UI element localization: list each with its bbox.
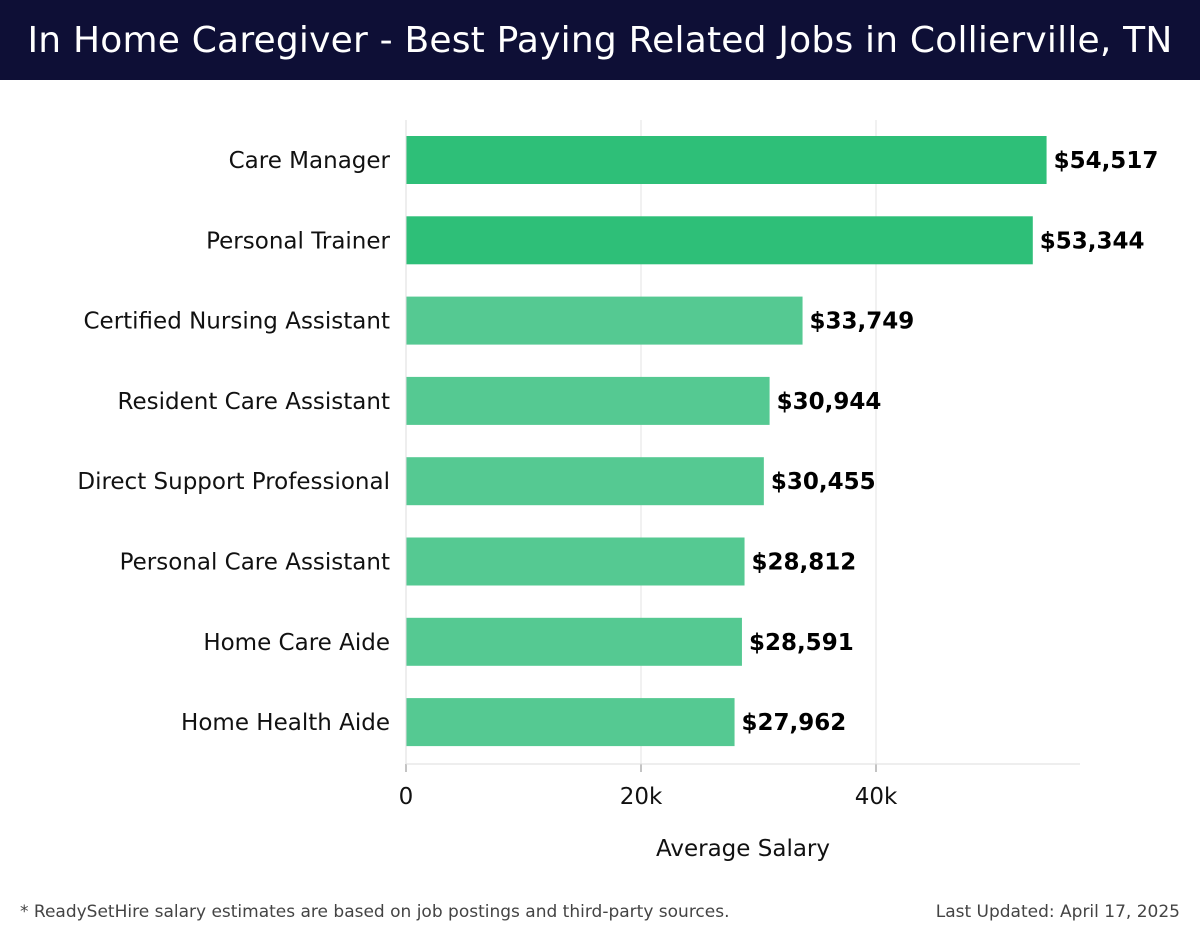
footnote: * ReadySetHire salary estimates are base… bbox=[20, 902, 730, 922]
category-label: Care Manager bbox=[229, 148, 391, 174]
x-axis-title: Average Salary bbox=[656, 836, 830, 862]
bar-1 bbox=[406, 136, 1047, 184]
bar-2 bbox=[406, 216, 1033, 265]
category-label: Certified Nursing Assistant bbox=[83, 309, 390, 335]
value-label: $53,344 bbox=[1040, 228, 1145, 254]
title-bar: In Home Caregiver - Best Paying Related … bbox=[0, 0, 1200, 80]
value-label: $33,749 bbox=[810, 309, 915, 335]
category-label: Resident Care Assistant bbox=[118, 389, 390, 415]
category-labels: Care Manager Personal Trainer Certified Nu… bbox=[77, 148, 390, 736]
bar-4 bbox=[406, 376, 770, 425]
value-label: $30,455 bbox=[771, 469, 876, 495]
value-label: $54,517 bbox=[1054, 148, 1159, 174]
salary-bar-chart: Care Manager Personal Trainer Certified Nu… bbox=[77, 120, 1159, 862]
x-axis: 0 20k 40k bbox=[399, 120, 1080, 810]
value-label: $28,812 bbox=[752, 550, 857, 576]
page-title: In Home Caregiver - Best Paying Related … bbox=[27, 19, 1173, 61]
bar-3 bbox=[406, 296, 803, 345]
bar-7 bbox=[406, 617, 742, 666]
value-label: $27,962 bbox=[742, 710, 847, 736]
value-label: $30,944 bbox=[777, 389, 882, 415]
last-updated: Last Updated: April 17, 2025 bbox=[935, 902, 1180, 922]
category-label: Personal Care Assistant bbox=[120, 550, 390, 576]
bar-8 bbox=[406, 698, 735, 747]
category-label: Home Care Aide bbox=[203, 630, 390, 656]
x-tick-label: 0 bbox=[399, 784, 414, 810]
value-label: $28,591 bbox=[749, 630, 854, 656]
category-label: Personal Trainer bbox=[206, 228, 390, 254]
x-tick-label: 40k bbox=[855, 784, 898, 810]
bar-5 bbox=[406, 457, 764, 506]
bars bbox=[406, 136, 1047, 747]
category-label: Home Health Aide bbox=[181, 710, 390, 736]
x-tick-label: 20k bbox=[620, 784, 663, 810]
category-label: Direct Support Professional bbox=[77, 469, 390, 495]
value-labels: $54,517 $53,344 $33,749 $30,944 $30,455 $28,8… bbox=[742, 148, 1159, 736]
bar-6 bbox=[406, 537, 745, 586]
